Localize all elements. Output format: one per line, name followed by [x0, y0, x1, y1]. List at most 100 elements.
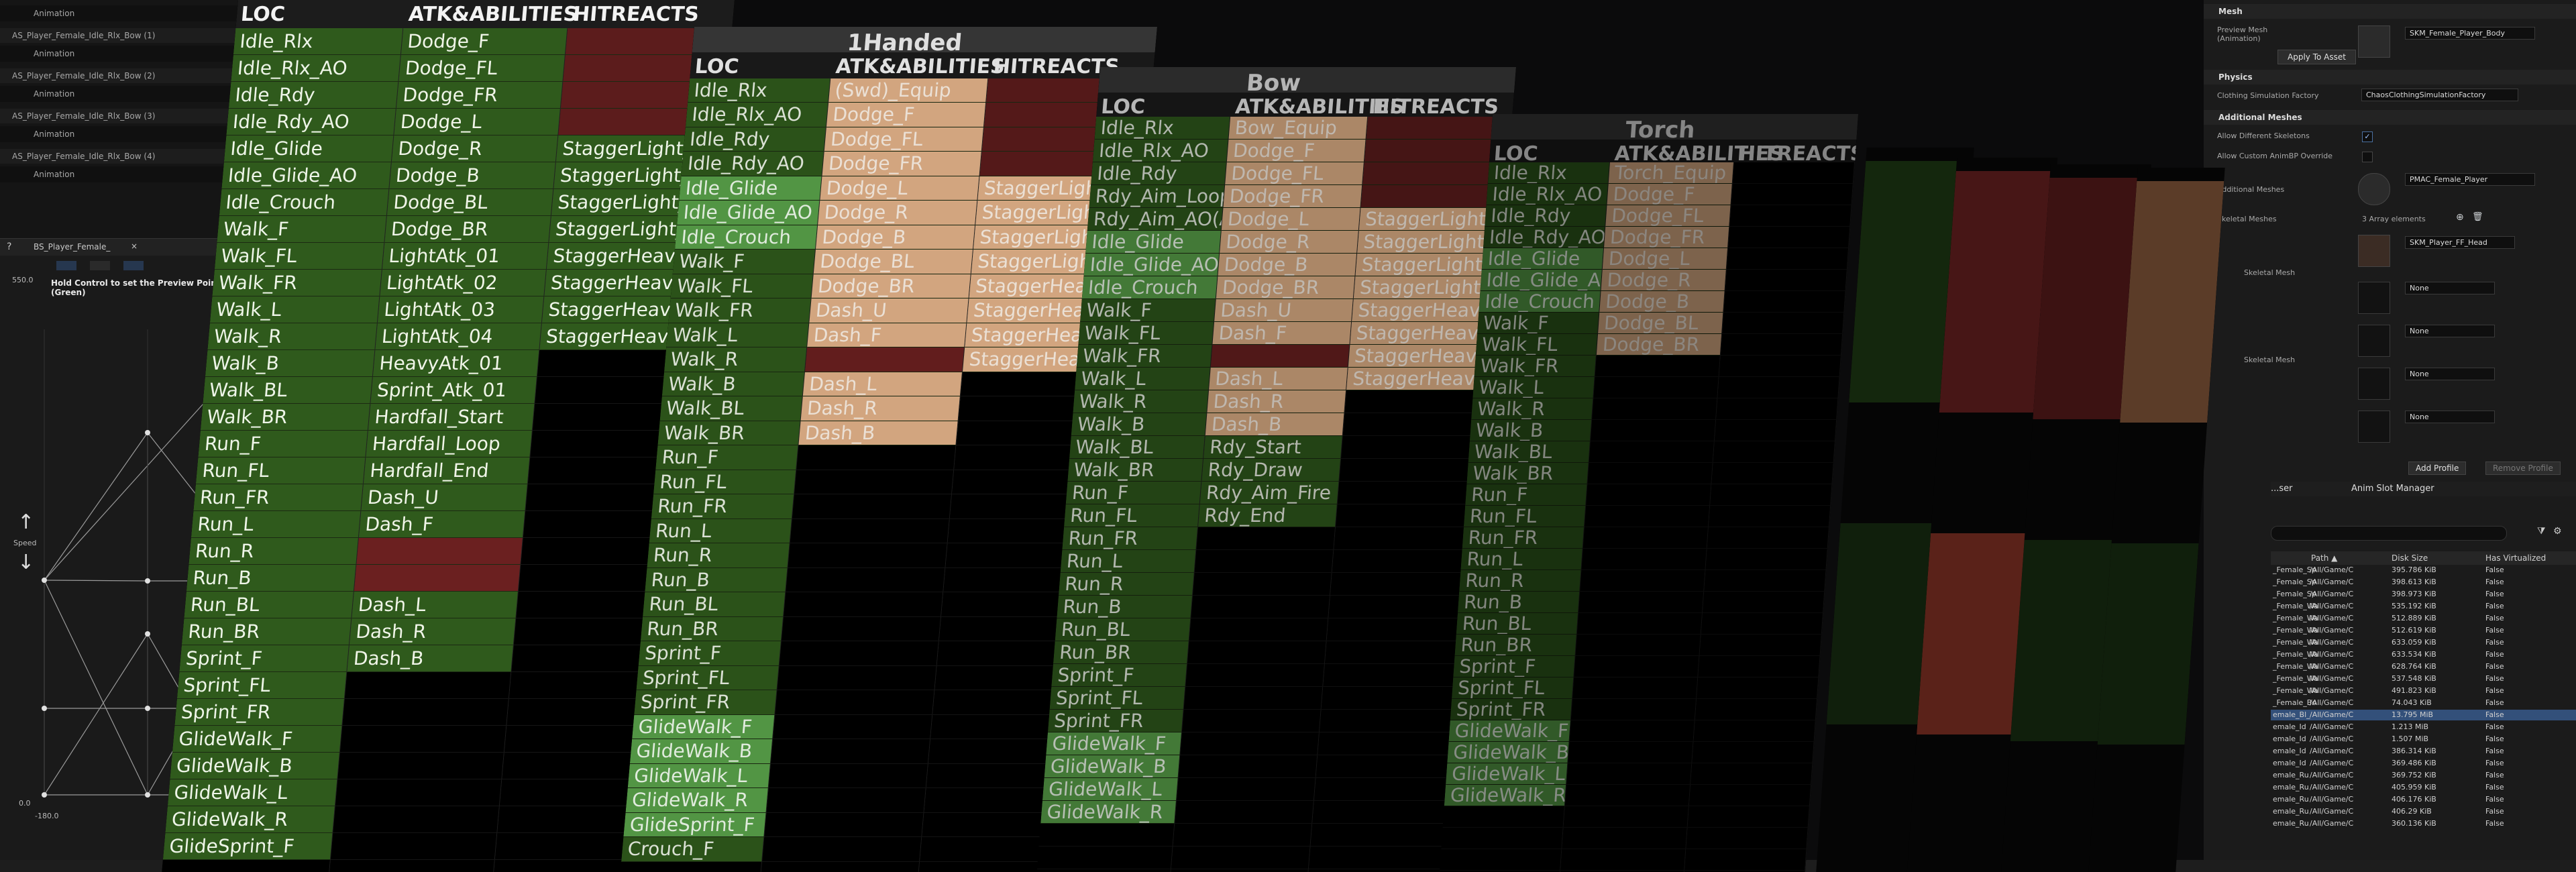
ability-cell[interactable]: Dodge_BR: [811, 274, 971, 298]
empty-cell[interactable]: [775, 690, 935, 715]
asset-row[interactable]: emale_Id/All/Game/C 386.314 KiB False: [2271, 746, 2576, 757]
filter-icon[interactable]: ⧩: [2537, 526, 2546, 537]
empty-cell[interactable]: [1036, 847, 1173, 869]
anim-list-subitem[interactable]: Animation: [0, 46, 241, 62]
ability-cell[interactable]: [804, 347, 965, 372]
empty-cell[interactable]: [1337, 482, 1484, 504]
loc-cell[interactable]: Run_L: [1460, 549, 1583, 570]
ability-cell[interactable]: Dodge_F: [826, 103, 987, 127]
empty-cell[interactable]: [337, 753, 504, 779]
hitreact-cell[interactable]: StaggerLight_R: [1353, 276, 1500, 299]
ability-cell[interactable]: Sprint_Atk_01: [370, 377, 537, 404]
ability-cell[interactable]: Dodge_BR: [1216, 276, 1356, 299]
loc-cell[interactable]: Walk_F: [672, 250, 816, 274]
loc-cell[interactable]: GlideWalk_B: [629, 739, 773, 764]
loc-cell[interactable]: Idle_Glide: [679, 176, 822, 201]
ability-cell[interactable]: Dash_F: [358, 511, 526, 538]
loc-cell[interactable]: Sprint_FR: [1047, 710, 1184, 732]
empty-cell[interactable]: [1578, 592, 1705, 613]
ability-cell[interactable]: Dodge_R: [1601, 270, 1727, 291]
anim-list-group[interactable]: AS_Player_Female_Idle_Rlx_Bow (4): [0, 149, 241, 164]
asset-row[interactable]: emale_Ru/All/Game/C 406.176 KiB False: [2271, 794, 2576, 805]
loc-cell[interactable]: Idle_Crouch: [674, 225, 818, 250]
add-profile-button[interactable]: Add Profile: [2408, 461, 2467, 475]
empty-cell[interactable]: [1589, 441, 1715, 463]
loc-cell[interactable]: Walk_BL: [1468, 441, 1591, 463]
empty-cell[interactable]: [1593, 377, 1719, 398]
ability-cell[interactable]: Dodge_R: [818, 201, 978, 225]
loc-cell[interactable]: GlideWalk_F: [1448, 720, 1571, 742]
allow-custom-checkbox[interactable]: [2362, 152, 2373, 162]
asset-row[interactable]: _Female_Sp/All/Game/C 398.973 KiB False: [2271, 589, 2576, 600]
ability-cell[interactable]: Dodge_FR: [396, 82, 564, 109]
loc-cell[interactable]: Run_F: [1465, 484, 1588, 506]
loc-cell[interactable]: GlideWalk_L: [1446, 763, 1568, 785]
ability-cell[interactable]: Dodge_BR: [1596, 334, 1723, 356]
asset-row[interactable]: emale_Ru/All/Game/C 406.29 KiB False: [2271, 806, 2576, 817]
loc-cell[interactable]: Idle_Rdy_AO: [681, 152, 824, 176]
empty-cell[interactable]: [1710, 484, 1833, 506]
loc-cell[interactable]: GlideWalk_R: [1040, 801, 1177, 824]
loc-cell[interactable]: GlideSprint_F: [623, 812, 767, 837]
ability-cell[interactable]: Dodge_F: [1226, 140, 1366, 162]
empty-cell[interactable]: [1323, 664, 1469, 687]
loc-cell[interactable]: Idle_Crouch: [1081, 276, 1218, 299]
loc-cell[interactable]: GlideWalk_F: [632, 714, 775, 739]
ability-cell[interactable]: LightAtk_04: [375, 323, 542, 350]
ability-cell[interactable]: Dodge_R: [1220, 231, 1359, 254]
asset-row[interactable]: _Female_Wa/All/Game/C 535.192 KiB False: [2271, 601, 2576, 612]
hitreact-cell[interactable]: StaggerHeavy_L: [1348, 345, 1495, 368]
loc-cell[interactable]: Walk_BL: [1069, 436, 1205, 459]
empty-cell[interactable]: [1178, 755, 1318, 778]
ability-cell[interactable]: Dash_L: [1209, 368, 1348, 390]
content-browser-tab[interactable]: ...ser: [2271, 484, 2293, 494]
hitreact-cell[interactable]: StaggerLight_B: [1357, 231, 1503, 254]
loc-cell[interactable]: GlideWalk_B: [1447, 742, 1570, 763]
loc-cell[interactable]: Run_R: [1459, 570, 1582, 592]
hitreact-cell[interactable]: [1366, 117, 1513, 140]
ability-cell[interactable]: Dash_B: [798, 421, 959, 445]
empty-cell[interactable]: [1316, 755, 1462, 778]
loc-cell[interactable]: Walk_L: [1075, 368, 1211, 390]
ability-cell[interactable]: Rdy_Start: [1203, 436, 1343, 459]
additional-meshes-section[interactable]: Additional Meshes: [2204, 110, 2576, 125]
loc-cell[interactable]: Run_FR: [193, 484, 364, 511]
ability-cell[interactable]: Dash_R: [349, 618, 517, 645]
empty-cell[interactable]: [770, 739, 931, 764]
ability-cell[interactable]: Dodge_BL: [1598, 313, 1724, 334]
empty-cell[interactable]: [1566, 763, 1693, 785]
loc-cell[interactable]: Run_FR: [1462, 527, 1585, 549]
empty-cell[interactable]: [1187, 641, 1327, 664]
empty-cell[interactable]: [1342, 413, 1489, 436]
empty-cell[interactable]: [1175, 801, 1314, 824]
loc-cell[interactable]: Idle_Glide: [1085, 231, 1222, 254]
ability-cell[interactable]: Dodge_B: [389, 162, 556, 189]
loc-cell[interactable]: Walk_R: [207, 323, 378, 350]
asset-row[interactable]: _Female_Wa/All/Game/C 633.534 KiB False: [2271, 649, 2576, 660]
loc-cell[interactable]: Idle_Rlx: [1094, 117, 1231, 140]
empty-cell[interactable]: [1313, 778, 1460, 801]
empty-cell[interactable]: [1590, 420, 1717, 441]
empty-cell[interactable]: [1171, 847, 1311, 869]
hitreact-cell[interactable]: StaggerHeavy_F: [1352, 299, 1498, 322]
additional-meshes-dropdown[interactable]: PMAC_Female_Player: [2405, 173, 2535, 186]
loc-cell[interactable]: GlideWalk_R: [625, 788, 769, 813]
empty-cell[interactable]: [162, 860, 331, 872]
loc-cell[interactable]: GlideWalk_B: [170, 753, 340, 779]
empty-cell[interactable]: [335, 779, 502, 806]
empty-cell[interactable]: [1307, 869, 1453, 872]
trash-icon[interactable]: 🗑: [2472, 212, 2483, 222]
loc-cell[interactable]: Idle_Glide_AO: [1480, 270, 1603, 291]
loc-cell[interactable]: Walk_BL: [659, 396, 803, 421]
loc-cell[interactable]: Walk_B: [1071, 413, 1208, 436]
head-mesh-dropdown[interactable]: SKM_Player_FF_Head: [2405, 236, 2515, 249]
loc-cell[interactable]: Walk_FR: [1474, 356, 1597, 377]
empty-cell[interactable]: [786, 567, 946, 592]
ability-cell[interactable]: [356, 538, 523, 565]
empty-cell[interactable]: [1723, 291, 1846, 313]
loc-cell[interactable]: Run_BL: [1055, 618, 1191, 641]
hitreact-cell[interactable]: [1364, 140, 1511, 162]
empty-cell[interactable]: [1595, 356, 1721, 377]
empty-cell[interactable]: [1697, 677, 1819, 699]
loc-cell[interactable]: Sprint_FR: [1450, 699, 1573, 720]
